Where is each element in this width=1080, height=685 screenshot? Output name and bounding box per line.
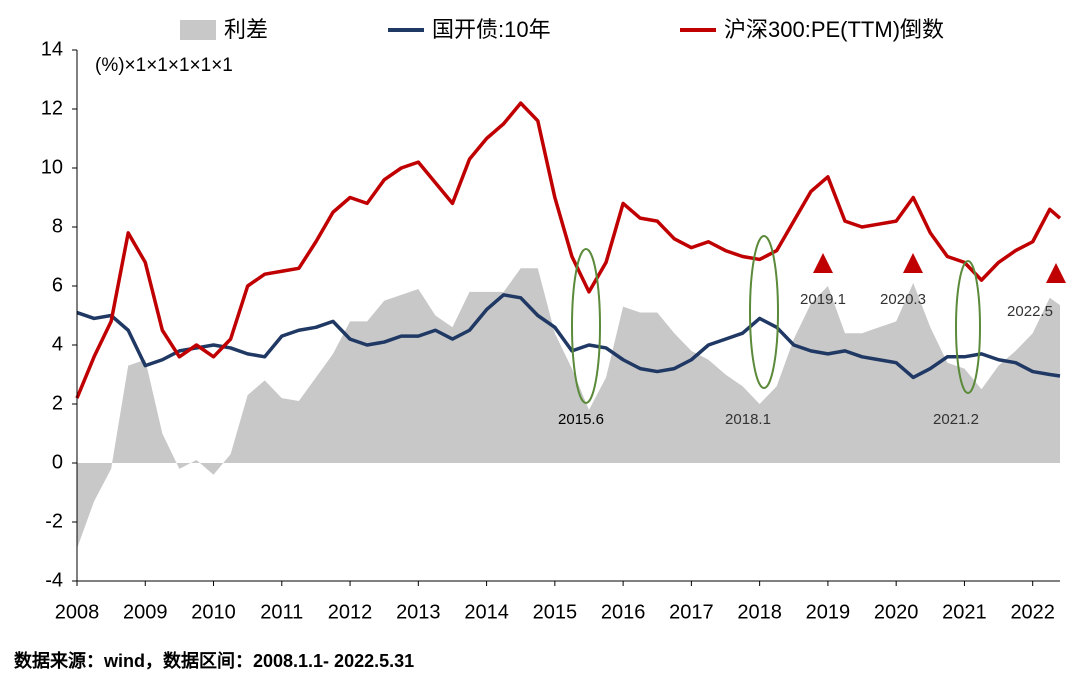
legend-label: 沪深300:PE(TTM)倒数 [724, 17, 944, 42]
y-tick-label: 12 [41, 97, 63, 119]
x-tick-label: 2011 [260, 601, 303, 623]
y-tick-label: 6 [52, 274, 63, 296]
x-tick-label: 2014 [464, 601, 509, 623]
x-tick-label: 2013 [396, 601, 441, 623]
y-tick-label: -4 [45, 569, 63, 591]
unit-note: (%)×1×1×1×1×1 [95, 55, 233, 76]
x-tick-label: 2019 [806, 601, 851, 623]
x-tick-label: 2022 [1010, 601, 1055, 623]
highlight-ellipse [749, 235, 779, 389]
y-tick-label: 4 [52, 333, 63, 355]
legend-swatch [180, 20, 216, 40]
x-tick-label: 2012 [328, 601, 373, 623]
x-tick-label: 2020 [874, 601, 919, 623]
plot [75, 101, 1062, 549]
triangle-marker [813, 253, 833, 273]
legend-label: 国开债:10年 [432, 17, 551, 42]
triangle-marker [1046, 263, 1066, 283]
highlight-ellipse [955, 260, 981, 394]
annotation: 2020.3 [880, 291, 926, 308]
area-series [77, 268, 1060, 549]
x-tick-label: 2016 [601, 601, 646, 623]
source-note: 数据来源：wind，数据区间：2008.1.1- 2022.5.31 [14, 650, 414, 671]
legend-label: 利差 [224, 17, 268, 42]
x-tick-label: 2017 [669, 601, 714, 623]
annotation: 2022.5 [1007, 303, 1053, 320]
y-tick-label: -2 [45, 510, 63, 532]
annotation: 2021.2 [933, 411, 979, 428]
x-tick-label: 2015 [533, 601, 578, 623]
x-tick-label: 2010 [191, 601, 236, 623]
legend: 利差 国开债:10年 沪深300:PE(TTM)倒数 [180, 17, 944, 42]
y-tick-label: 8 [52, 215, 63, 237]
x-tick-label: 2021 [942, 601, 987, 623]
x-tick-label: 2008 [55, 601, 100, 623]
annotation: 2019.1 [800, 291, 846, 308]
triangle-marker [903, 253, 923, 273]
annotation: 2015.6 [558, 411, 604, 428]
highlight-ellipse [571, 248, 601, 404]
annotation: 2018.1 [725, 411, 771, 428]
x-tick-label: 2009 [123, 601, 168, 623]
y-tick-label: 14 [41, 38, 63, 60]
line-series [75, 101, 1062, 399]
y-tick-label: 0 [52, 451, 63, 473]
y-tick-label: 2 [52, 392, 63, 414]
x-tick-label: 2018 [737, 601, 782, 623]
y-tick-label: 10 [41, 156, 63, 178]
